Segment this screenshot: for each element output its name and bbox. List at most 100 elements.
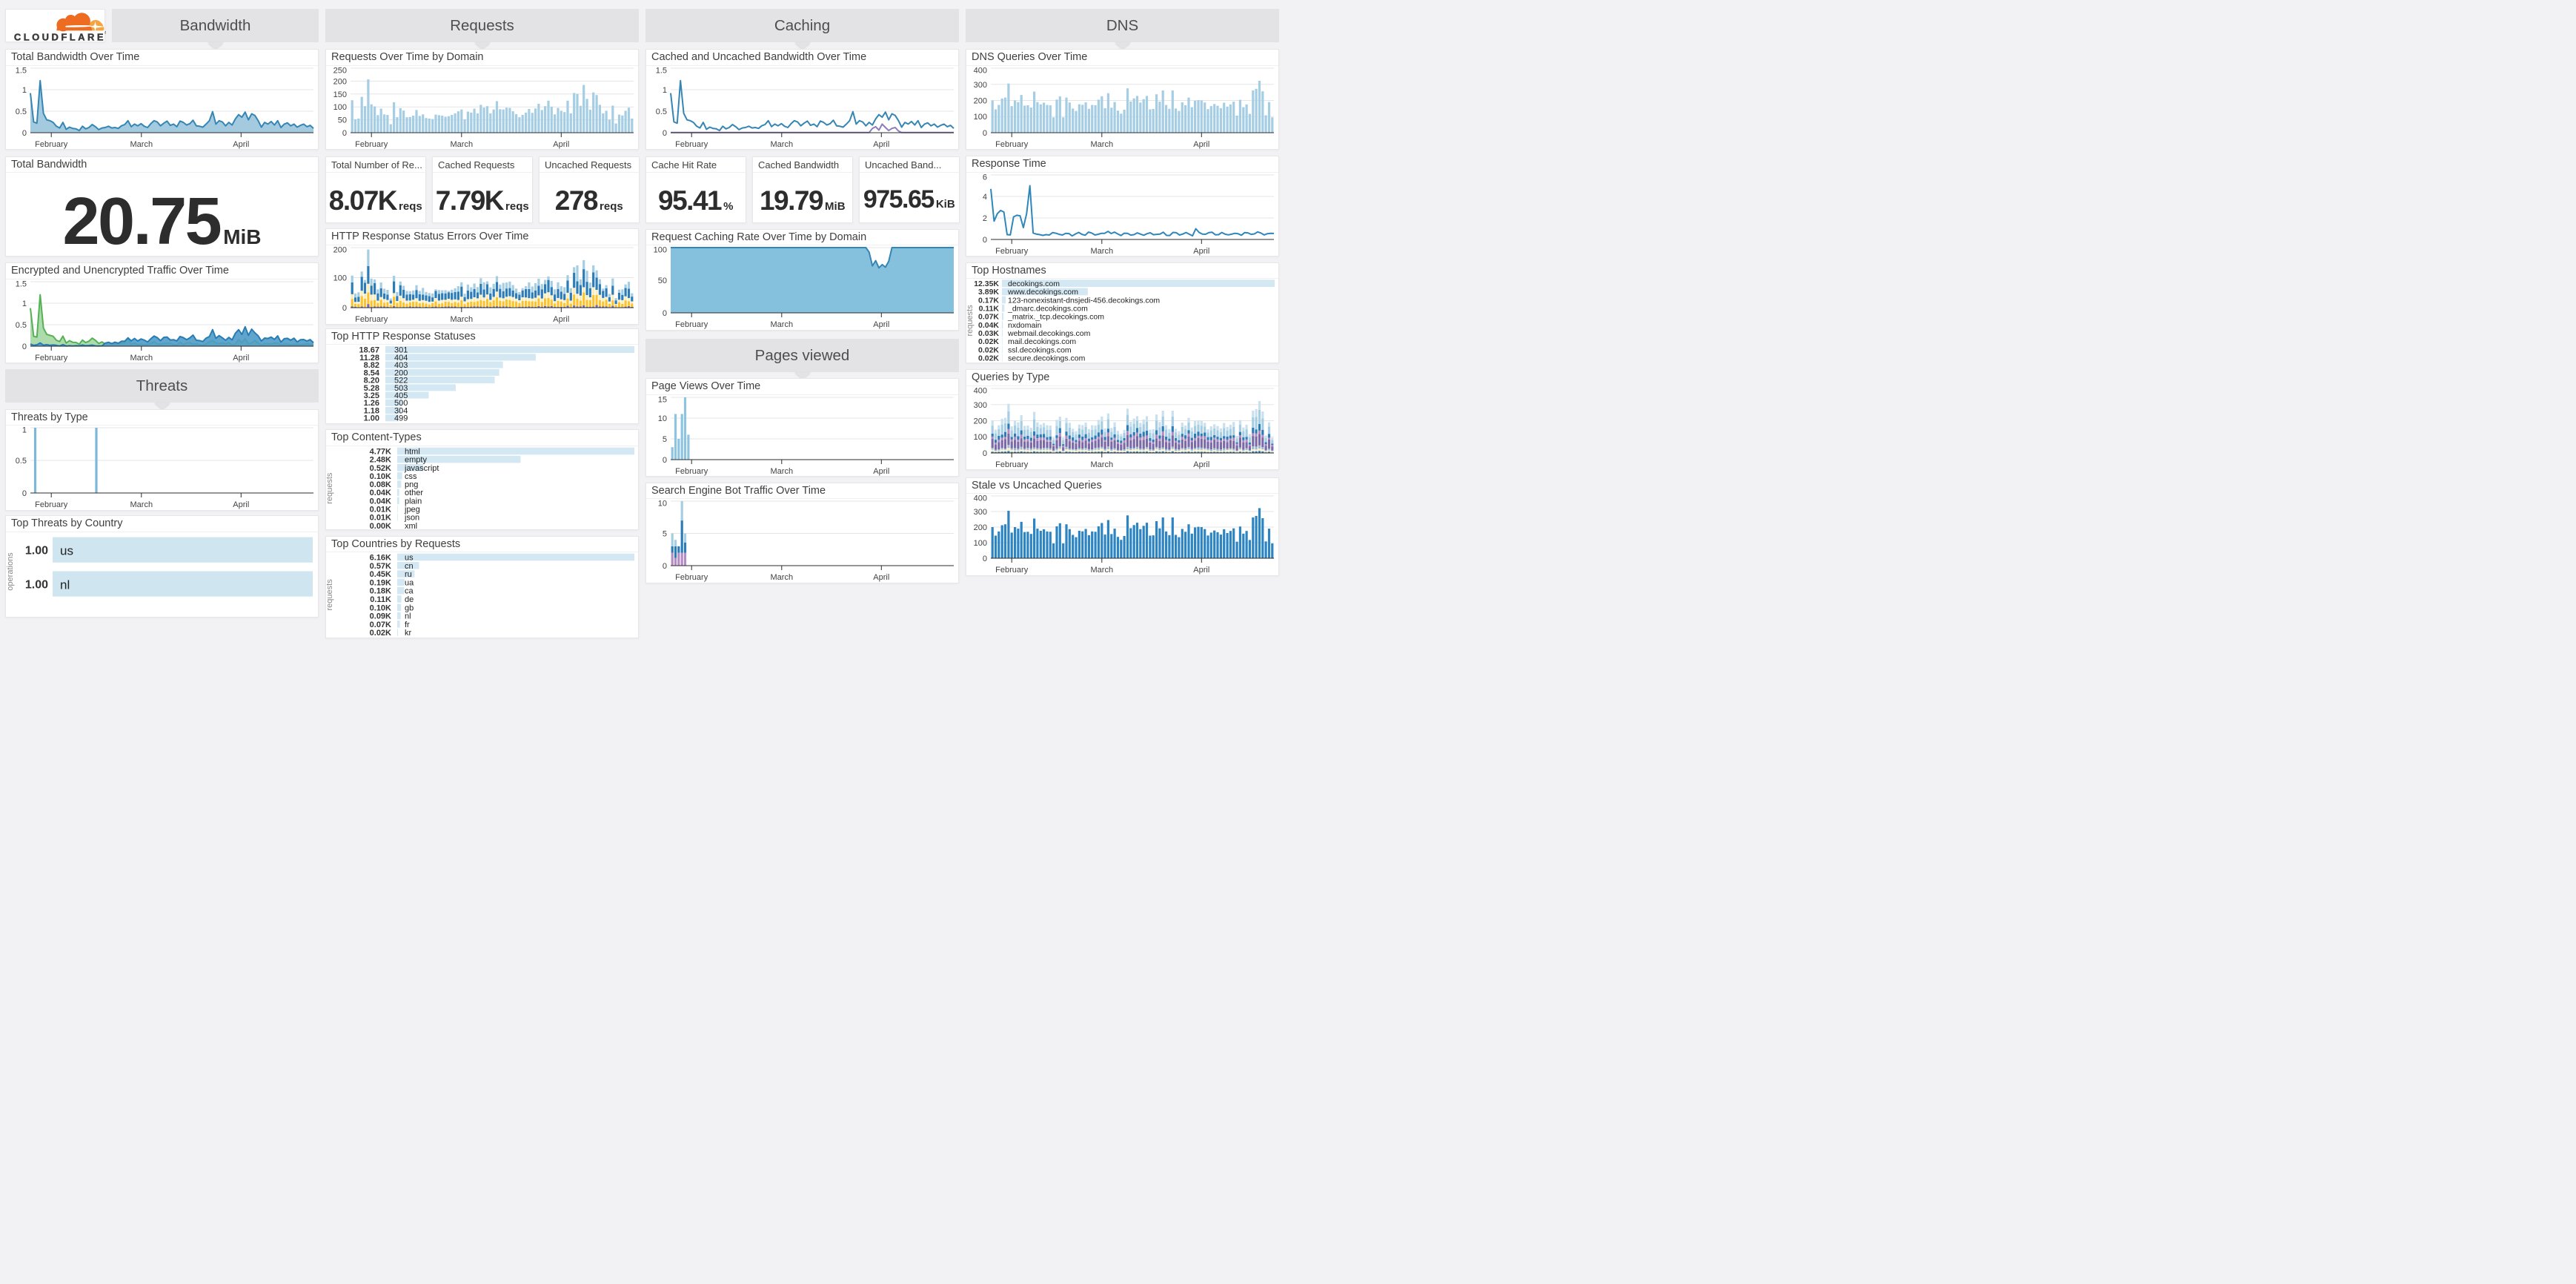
svg-text:1: 1 — [22, 86, 27, 95]
svg-text:www.decokings.com: www.decokings.com — [1007, 288, 1078, 297]
svg-text:200: 200 — [333, 77, 347, 86]
svg-text:plain: plain — [405, 497, 422, 506]
svg-text:nl: nl — [405, 612, 411, 621]
svg-text:0: 0 — [22, 489, 27, 498]
svg-text:March: March — [451, 315, 474, 324]
svg-text:0.01K: 0.01K — [370, 513, 391, 522]
svg-text:April: April — [553, 140, 569, 149]
svg-text:150: 150 — [333, 90, 347, 99]
svg-text:403: 403 — [394, 361, 408, 370]
svg-text:February: February — [35, 500, 68, 509]
svg-text:February: February — [995, 460, 1029, 469]
svg-text:xml: xml — [405, 521, 417, 530]
svg-text:1.5: 1.5 — [656, 66, 667, 75]
svg-text:2: 2 — [983, 214, 987, 223]
svg-text:March: March — [771, 467, 794, 476]
svg-text:February: February — [995, 140, 1029, 149]
svg-text:1.18: 1.18 — [364, 407, 379, 416]
svg-text:requests: requests — [326, 472, 334, 504]
svg-text:100: 100 — [654, 246, 667, 255]
svg-text:404: 404 — [394, 354, 408, 363]
svg-text:100: 100 — [333, 103, 347, 112]
svg-text:fr: fr — [405, 621, 410, 629]
svg-text:0.5: 0.5 — [656, 107, 667, 116]
svg-text:0.5: 0.5 — [16, 321, 27, 330]
svg-text:304: 304 — [394, 407, 408, 416]
svg-text:400: 400 — [974, 386, 987, 395]
svg-text:400: 400 — [974, 66, 987, 75]
svg-text:0.52K: 0.52K — [370, 463, 391, 472]
svg-text:1: 1 — [663, 86, 667, 95]
svg-text:kr: kr — [405, 629, 412, 638]
svg-text:301: 301 — [394, 346, 408, 355]
svg-text:cn: cn — [405, 562, 414, 571]
svg-text:0.19K: 0.19K — [370, 578, 391, 587]
svg-text:0.08K: 0.08K — [370, 480, 391, 489]
svg-text:50: 50 — [658, 277, 667, 285]
svg-text:April: April — [233, 354, 249, 363]
svg-text:1.00: 1.00 — [25, 544, 48, 557]
svg-text:us: us — [405, 554, 414, 563]
svg-text:12.35K: 12.35K — [974, 280, 999, 288]
svg-text:0.18K: 0.18K — [370, 587, 391, 596]
svg-text:0: 0 — [22, 129, 27, 138]
svg-text:0.11K: 0.11K — [979, 305, 1000, 313]
svg-text:522: 522 — [394, 377, 408, 385]
svg-text:0.04K: 0.04K — [978, 322, 999, 330]
svg-text:requests: requests — [966, 305, 975, 337]
svg-text:gb: gb — [405, 603, 414, 612]
svg-text:February: February — [35, 354, 68, 363]
svg-text:100: 100 — [974, 539, 987, 548]
svg-text:10: 10 — [658, 500, 667, 509]
svg-text:1.26: 1.26 — [364, 399, 379, 408]
svg-text:8.20: 8.20 — [364, 377, 379, 385]
svg-text:April: April — [553, 315, 569, 324]
svg-text:March: March — [1091, 140, 1114, 149]
svg-text:0.17K: 0.17K — [978, 297, 999, 305]
svg-text:0.45K: 0.45K — [370, 570, 391, 579]
svg-text:10: 10 — [658, 414, 667, 423]
svg-text:March: March — [771, 573, 794, 582]
svg-text:200: 200 — [974, 417, 987, 426]
svg-text:javascript: javascript — [404, 463, 439, 472]
svg-text:February: February — [995, 247, 1029, 256]
svg-text:April: April — [1193, 140, 1209, 149]
svg-text:February: February — [675, 140, 708, 149]
svg-text:us: us — [60, 543, 73, 557]
svg-text:6.16K: 6.16K — [370, 554, 391, 563]
svg-text:ru: ru — [405, 570, 412, 579]
svg-text:March: March — [771, 140, 794, 149]
svg-text:405: 405 — [394, 391, 408, 400]
svg-text:0.04K: 0.04K — [370, 497, 391, 506]
svg-text:0: 0 — [663, 309, 667, 318]
svg-text:300: 300 — [974, 400, 987, 409]
svg-text:March: March — [1091, 460, 1114, 469]
svg-text:de: de — [405, 595, 414, 604]
svg-text:March: March — [130, 140, 153, 149]
svg-text:0: 0 — [663, 129, 667, 138]
svg-text:nxdomain: nxdomain — [1008, 322, 1042, 330]
svg-text:50: 50 — [338, 116, 347, 125]
svg-text:0.07K: 0.07K — [978, 314, 999, 322]
svg-text:300: 300 — [974, 80, 987, 89]
svg-text:0.00K: 0.00K — [370, 521, 391, 530]
svg-text:100: 100 — [333, 274, 347, 282]
svg-text:0.03K: 0.03K — [978, 330, 999, 338]
svg-text:1: 1 — [22, 426, 27, 435]
svg-text:April: April — [1193, 460, 1209, 469]
svg-text:0.02K: 0.02K — [978, 346, 999, 354]
svg-text:250: 250 — [333, 66, 347, 75]
svg-text:April: April — [1193, 566, 1209, 575]
svg-text:1: 1 — [22, 300, 27, 308]
svg-text:8.82: 8.82 — [364, 361, 379, 370]
svg-text:0.11K: 0.11K — [370, 595, 391, 604]
svg-text:css: css — [405, 471, 417, 480]
svg-text:0.10K: 0.10K — [370, 603, 391, 612]
svg-text:®: ® — [104, 30, 106, 36]
svg-text:0.57K: 0.57K — [370, 562, 391, 571]
svg-text:200: 200 — [974, 523, 987, 532]
svg-text:other: other — [405, 489, 423, 497]
svg-text:_dmarc.decokings.com: _dmarc.decokings.com — [1007, 305, 1088, 313]
svg-text:100: 100 — [974, 113, 987, 122]
svg-text:March: March — [1091, 247, 1114, 256]
